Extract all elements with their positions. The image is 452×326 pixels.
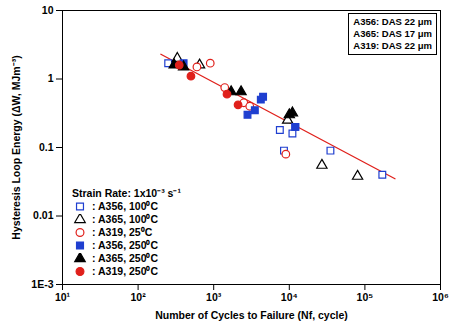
html-text:Strain Rate: 1x10⁻³ s⁻¹: Strain Rate: 1x10⁻³ s⁻¹	[72, 187, 181, 199]
html-text:: A356, 100⁰C: : A356, 100⁰C	[92, 200, 159, 212]
svg-text:10¹: 10¹	[55, 291, 71, 303]
svg-text:0.1: 0.1	[39, 141, 54, 153]
html-text:: A356, 250⁰C: : A356, 250⁰C	[92, 239, 159, 251]
html-text:: A365, 250⁰C: : A365, 250⁰C	[92, 252, 159, 264]
html-text:: A319, 25⁰C: : A319, 25⁰C	[92, 226, 153, 238]
svg-text:10⁶: 10⁶	[432, 291, 449, 303]
svg-text:10²: 10²	[131, 291, 147, 303]
svg-text:10³: 10³	[206, 291, 222, 303]
svg-text:Hysteresis Loop Energy (ΔW, MJ: Hysteresis Loop Energy (ΔW, MJm⁻³)	[10, 55, 22, 239]
html-text:A356: DAS 22 μm: A356: DAS 22 μm	[353, 16, 432, 27]
svg-text:1: 1	[48, 72, 54, 84]
html-text:: A365, 100⁰C: : A365, 100⁰C	[92, 213, 159, 225]
svg-text:10⁴: 10⁴	[281, 291, 298, 303]
svg-text:10⁵: 10⁵	[357, 291, 374, 303]
html-text:A319: DAS 22 μm: A319: DAS 22 μm	[353, 40, 432, 51]
html-text:A365: DAS 17 μm: A365: DAS 17 μm	[353, 28, 432, 39]
svg-text:0.01: 0.01	[33, 209, 54, 221]
svg-text:1E-3: 1E-3	[31, 278, 53, 290]
html-text:: A319, 250⁰C: : A319, 250⁰C	[92, 265, 159, 277]
svg-text:10: 10	[42, 4, 54, 16]
svg-text:Number of Cycles to Failure (N: Number of Cycles to Failure (Nf, cycle)	[155, 309, 348, 321]
